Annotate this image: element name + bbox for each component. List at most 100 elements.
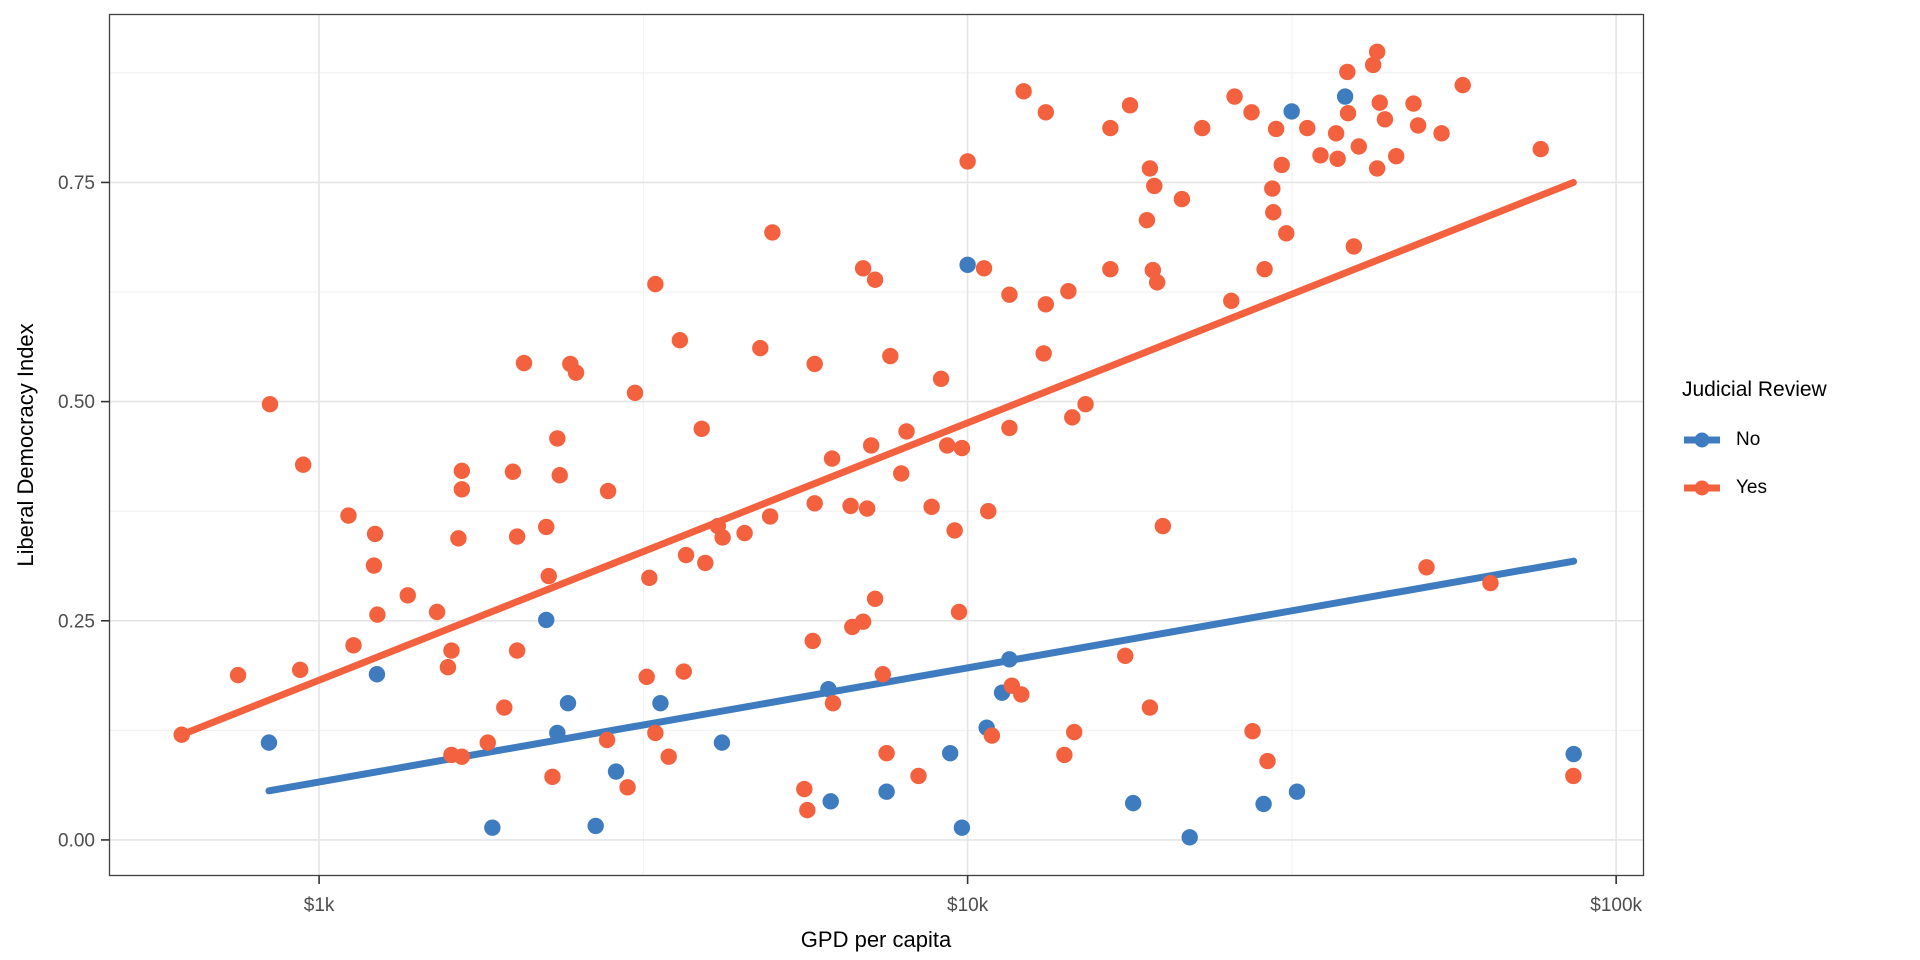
scatter-point-yes <box>1454 76 1471 94</box>
scatter-point-yes <box>1405 95 1422 112</box>
scatter-point-yes <box>946 522 963 539</box>
y-tick-label: 0.25 <box>58 611 95 632</box>
scatter-point-yes <box>294 456 312 473</box>
scatter-point-yes <box>504 463 522 480</box>
scatter-point-yes <box>842 497 859 515</box>
scatter-point-yes <box>1388 147 1405 165</box>
scatter-point-yes <box>824 694 842 712</box>
scatter-point-yes <box>1482 574 1499 592</box>
scatter-point-yes <box>1146 177 1163 195</box>
scatter-point-yes <box>340 507 357 524</box>
scatter-point-yes <box>1077 396 1094 413</box>
scatter-point-yes <box>1299 119 1316 137</box>
scatter-point-yes <box>1148 274 1166 291</box>
scatter-point-yes <box>910 767 927 785</box>
scatter-point-yes <box>862 437 880 454</box>
scatter-point-yes <box>1364 56 1382 74</box>
scatter-point-yes <box>365 557 383 574</box>
scatter-point-yes <box>1327 125 1345 142</box>
scatter-point-yes <box>1013 686 1030 703</box>
scatter-point-yes <box>806 355 823 373</box>
scatter-point-yes <box>1418 559 1435 576</box>
scatter-point-yes <box>866 271 884 288</box>
scatter-point-yes <box>1259 752 1276 770</box>
scatter-point-yes <box>369 606 386 623</box>
scatter-point-yes <box>799 801 816 819</box>
scatter-point-yes <box>1244 723 1261 740</box>
scatter-point-yes <box>453 748 471 765</box>
scatter-point-yes <box>428 603 446 621</box>
legend-title: Judicial Review <box>1682 378 1827 401</box>
panel-border <box>108 13 1645 877</box>
scatter-point-yes <box>291 661 309 679</box>
scatter-point-yes <box>538 518 555 536</box>
scatter-point-yes <box>261 396 279 413</box>
scatter-point-yes <box>1371 94 1388 111</box>
scatter-point-no <box>1001 651 1018 668</box>
scatter-point-yes <box>453 462 471 480</box>
scatter-point-yes <box>443 642 460 659</box>
scatter-point-yes <box>515 354 533 372</box>
scatter-point-yes <box>878 744 895 762</box>
scatter-point-yes <box>736 524 753 542</box>
scatter-point-yes <box>1278 225 1295 242</box>
trend-line-yes <box>178 178 1577 739</box>
scatter-point-yes <box>1339 63 1356 81</box>
scatter-point-no <box>953 819 971 836</box>
legend-item-yes: Yes <box>1682 474 1912 502</box>
scatter-point-yes <box>544 768 561 786</box>
scatter-point-yes <box>1141 699 1159 716</box>
legend-item-no: No <box>1682 426 1912 454</box>
scatter-point-yes <box>823 450 841 467</box>
scatter-point-yes <box>1037 296 1055 313</box>
scatter-point-yes <box>1060 282 1077 300</box>
scatter-point-yes <box>508 642 526 659</box>
scatter-point-yes <box>1001 286 1018 303</box>
scatter-point-no <box>652 694 669 712</box>
scatter-point-yes <box>950 603 968 621</box>
scatter-point-yes <box>1141 160 1159 177</box>
scatter-point-no <box>368 666 386 683</box>
scatter-point-yes <box>1312 147 1329 164</box>
scatter-point-yes <box>1037 104 1055 121</box>
scatter-point-yes <box>1064 409 1081 426</box>
scatter-point-yes <box>975 260 993 277</box>
scatter-point-yes <box>1368 43 1386 61</box>
scatter-point-yes <box>1226 88 1243 105</box>
scatter-point-yes <box>1001 419 1018 437</box>
scatter-point-yes <box>399 587 416 604</box>
scatter-point-no <box>1255 795 1272 813</box>
legend-key-no-icon <box>1684 432 1720 448</box>
legend-label-yes: Yes <box>1736 477 1767 498</box>
scatter-point-no <box>484 819 501 836</box>
scatter-point-no <box>941 744 959 762</box>
scatter-point-yes <box>1256 261 1273 278</box>
scatter-point-yes <box>496 699 513 716</box>
scatter-point-yes <box>693 420 710 437</box>
scatter-point-yes <box>345 637 362 654</box>
scatter-point-yes <box>893 465 910 482</box>
scatter-point-yes <box>1066 723 1083 741</box>
scatter-point-yes <box>714 529 731 546</box>
scatter-point-yes <box>619 779 636 796</box>
scatter-point-yes <box>599 482 617 500</box>
scatter-point-yes <box>1117 647 1134 665</box>
scatter-point-no <box>820 680 837 698</box>
scatter-point-yes <box>638 668 655 686</box>
scatter-point-yes <box>1265 204 1282 221</box>
y-tick-label: 0.50 <box>58 392 95 413</box>
scatter-point-yes <box>882 347 899 365</box>
scatter-point-yes <box>479 734 496 751</box>
scatter-point-no <box>1283 103 1300 120</box>
scatter-point-yes <box>761 508 779 525</box>
scatter-point-yes <box>598 731 616 749</box>
scatter-point-no <box>713 734 731 751</box>
scatter-point-yes <box>938 437 956 454</box>
scatter-point-yes <box>1035 345 1052 362</box>
scatter-point-yes <box>1433 125 1450 142</box>
y-tick-label: 0.00 <box>58 830 95 851</box>
legend: Judicial Review No Yes <box>1682 378 1912 522</box>
scatter-point-yes <box>453 481 471 498</box>
scatter-point-yes <box>898 423 915 440</box>
